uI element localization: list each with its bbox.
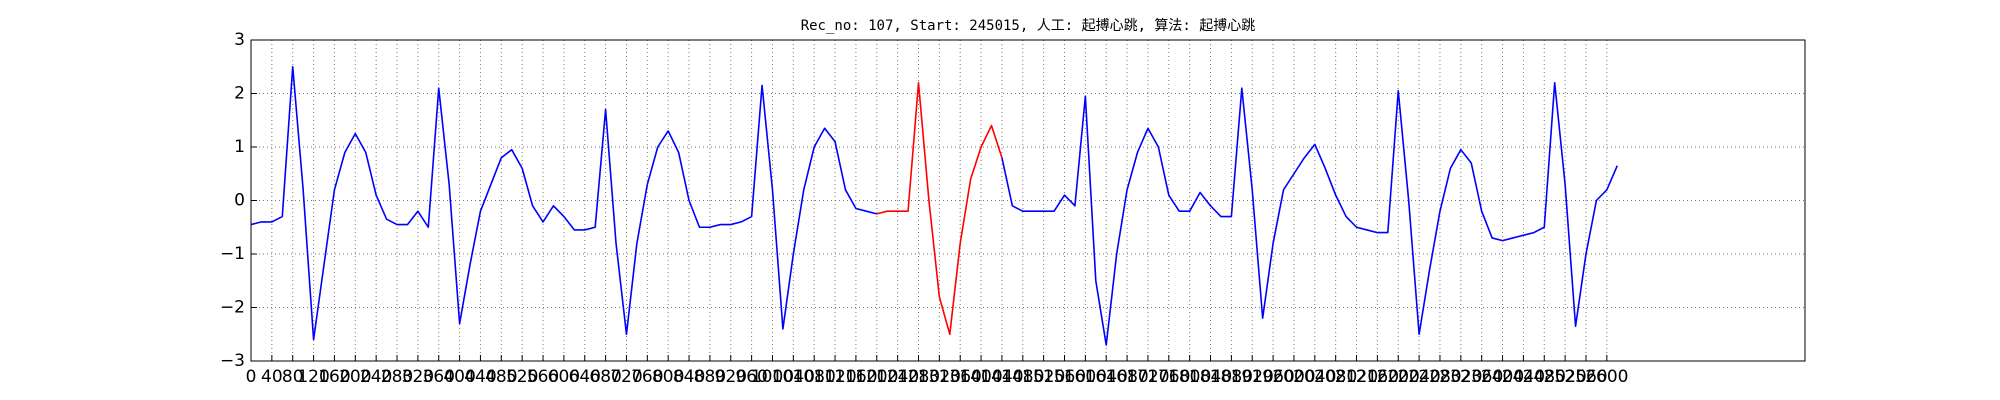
x-tick-label: 1560	[1043, 367, 1086, 387]
x-tick-label: 160	[318, 367, 350, 387]
x-tick-label: 480	[485, 367, 517, 387]
chart-title: Rec_no: 107, Start: 245015, 人工: 起搏心跳, 算法…	[801, 17, 1256, 34]
x-tick-label: 320	[402, 367, 434, 387]
x-tick-label: 2600	[1585, 367, 1628, 387]
x-tick-label: 120	[297, 367, 329, 387]
x-tick-label: 40	[261, 367, 283, 387]
x-tick-label: 600	[548, 367, 580, 387]
plot-frame	[250, 39, 1806, 362]
x-tick-label: 1040	[772, 367, 815, 387]
x-tick-label: 200	[339, 367, 371, 387]
series-line	[250, 65, 1619, 346]
x-tick-label: 1840	[1189, 367, 1232, 387]
x-tick-label: 80	[282, 367, 304, 387]
x-tick-label: 1160	[834, 367, 877, 387]
x-tick-label: 1120	[813, 367, 856, 387]
x-tick-label: 840	[673, 367, 705, 387]
y-tick-label: −2	[220, 298, 245, 318]
y-tick-label: 1	[234, 137, 245, 157]
x-tick-label: 1760	[1147, 367, 1190, 387]
x-tick-label: 1880	[1210, 367, 1253, 387]
y-tick-label: 3	[234, 30, 245, 50]
x-tick-label: 1400	[959, 367, 1002, 387]
x-tick-label: 880	[694, 367, 726, 387]
x-tick-label: 2120	[1335, 367, 1378, 387]
x-tick-label: 2480	[1523, 367, 1566, 387]
x-tick-label: 560	[527, 367, 559, 387]
x-tick-label: 2160	[1356, 367, 1399, 387]
x-tick-label: 2040	[1293, 367, 1336, 387]
x-tick-label: 2080	[1314, 367, 1357, 387]
x-tick-label: 1240	[876, 367, 919, 387]
x-tick-label: 960	[735, 367, 767, 387]
x-tick-label: 1320	[918, 367, 961, 387]
x-tick-label: 1440	[980, 367, 1023, 387]
x-tick-label: 680	[589, 367, 621, 387]
x-tick-label: 1280	[897, 367, 940, 387]
x-tick-label: 1200	[855, 367, 898, 387]
y-tick-label: −3	[220, 351, 245, 371]
x-tick-label: 1000	[751, 367, 794, 387]
x-tick-label: 1800	[1168, 367, 1211, 387]
series-line	[876, 82, 1003, 336]
x-tick-label: 2520	[1543, 367, 1586, 387]
x-tick-label: 760	[631, 367, 663, 387]
x-tick-label: 640	[569, 367, 601, 387]
x-tick-label: 1080	[793, 367, 836, 387]
x-tick-label: 2000	[1272, 367, 1315, 387]
x-tick-label: 280	[381, 367, 413, 387]
y-tick-label: 0	[234, 191, 245, 211]
x-tick-label: 1720	[1126, 367, 1169, 387]
x-tick-label: 920	[715, 367, 747, 387]
x-tick-label: 360	[423, 367, 455, 387]
x-tick-label: 1680	[1105, 367, 1148, 387]
x-tick-label: 2280	[1418, 367, 1461, 387]
x-tick-label: 1600	[1064, 367, 1107, 387]
x-tick-label: 2440	[1502, 367, 1545, 387]
x-tick-label: 2360	[1460, 367, 1503, 387]
x-tick-label: 2560	[1564, 367, 1607, 387]
x-tick-label: 440	[464, 367, 496, 387]
x-tick-label: 720	[610, 367, 642, 387]
x-tick-label: 400	[443, 367, 475, 387]
x-tick-label: 2240	[1397, 367, 1440, 387]
x-tick-label: 1360	[939, 367, 982, 387]
y-tick-label: 2	[234, 84, 245, 104]
y-tick-label: −1	[220, 244, 245, 264]
x-tick-label: 800	[652, 367, 684, 387]
x-tick-label: 0	[246, 367, 257, 387]
x-tick-label: 1960	[1251, 367, 1294, 387]
x-tick-label: 1520	[1022, 367, 1065, 387]
x-tick-label: 2200	[1377, 367, 1420, 387]
x-tick-label: 2400	[1481, 367, 1524, 387]
x-tick-label: 1640	[1085, 367, 1128, 387]
x-tick-label: 2320	[1439, 367, 1482, 387]
x-tick-label: 520	[506, 367, 538, 387]
x-tick-label: 1480	[1001, 367, 1044, 387]
x-tick-label: 240	[360, 367, 392, 387]
x-tick-label: 1920	[1231, 367, 1274, 387]
